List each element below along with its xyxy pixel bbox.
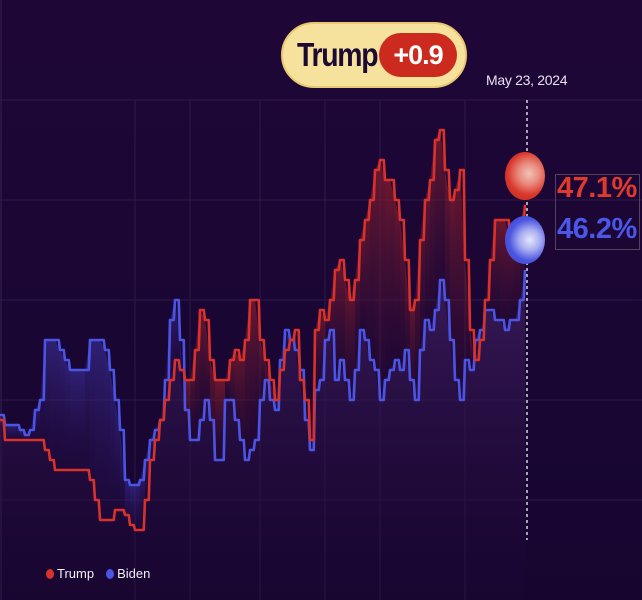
leader-margin-badge: +0.9 <box>379 33 457 77</box>
chart-legend: Trump Biden <box>46 566 162 581</box>
biden-dot-icon <box>106 568 115 579</box>
leader-name: Trump <box>297 36 379 73</box>
biden-line[interactable] <box>0 269 527 487</box>
area-fills <box>0 130 525 600</box>
legend-label-trump: Trump <box>57 566 95 581</box>
trump-value: 47.1% <box>557 172 637 204</box>
cursor-date-label: May 23, 2024 <box>486 72 568 88</box>
trump-dot-icon <box>46 568 54 579</box>
legend-label-biden: Biden <box>117 566 151 581</box>
tooltip-value-box <box>555 174 640 250</box>
leader-margin-pill: Trump +0.9 <box>281 22 467 88</box>
legend-item-biden[interactable]: Biden <box>106 566 150 581</box>
biden-avatar-icon <box>505 216 545 264</box>
biden-value: 46.2% <box>557 213 637 245</box>
trump-line[interactable] <box>0 128 527 532</box>
trump-avatar-icon <box>505 152 545 200</box>
legend-item-trump[interactable]: Trump <box>46 566 94 581</box>
